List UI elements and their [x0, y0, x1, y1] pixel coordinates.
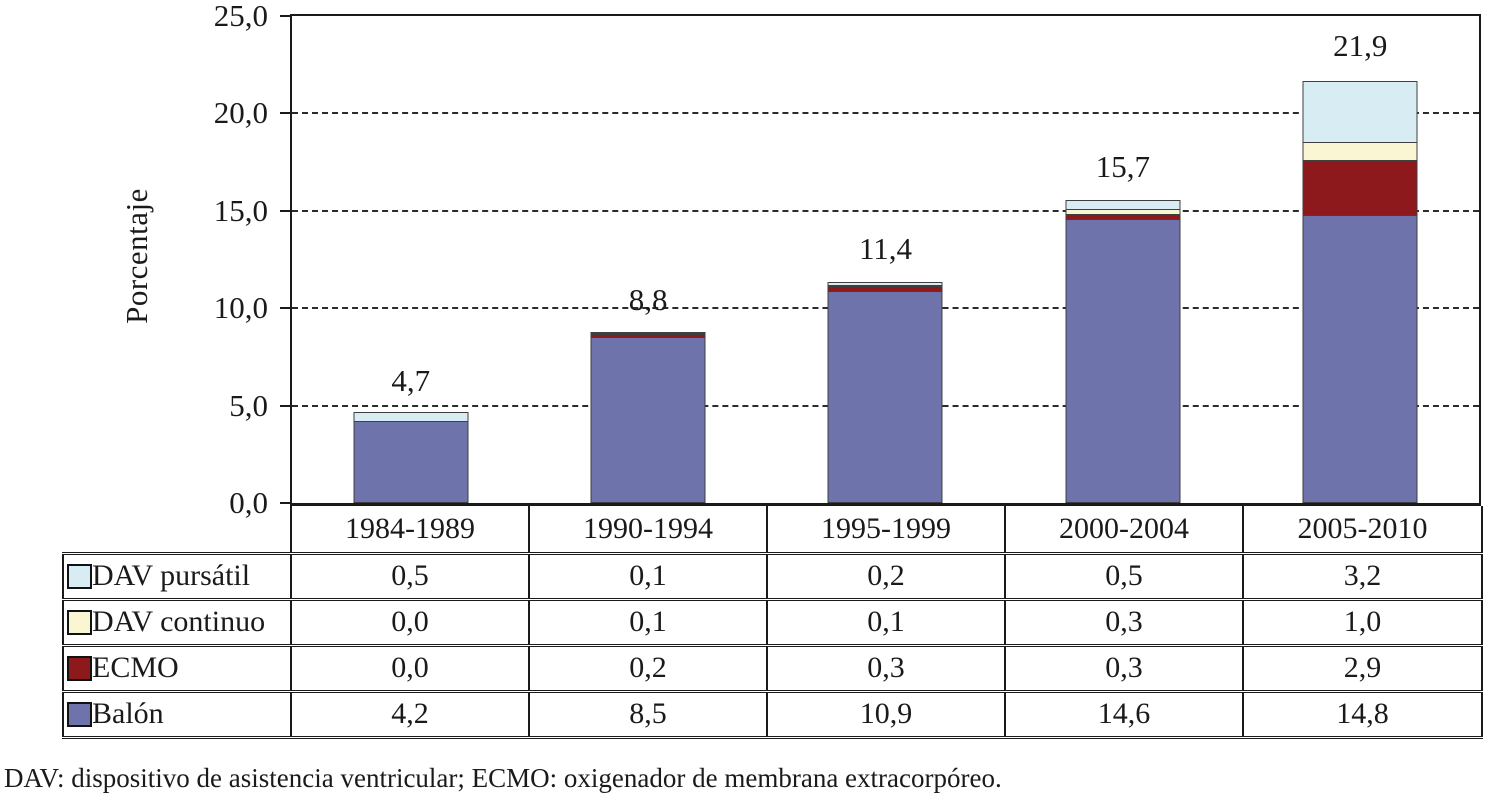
- bar-total-label: 11,4: [858, 230, 913, 266]
- category-header: 2005-2010: [1242, 506, 1483, 554]
- legend-swatch-balon-icon: [67, 701, 92, 727]
- bar-stack: [827, 282, 943, 503]
- legend-label: ECMO: [92, 651, 179, 684]
- gridline: [292, 209, 1479, 212]
- row-balon: Balón 4,2 8,5 10,9 14,6 14,8: [62, 689, 1483, 739]
- legend-cell-dav-pursatil: DAV pursátil: [62, 551, 292, 601]
- y-axis-tick: [280, 112, 292, 115]
- legend-swatch-dav-continuo-icon: [67, 609, 92, 635]
- value-cell: 4,2: [290, 689, 530, 739]
- bar-segment-ECMO: [1302, 160, 1418, 216]
- value-cell: 0,2: [528, 643, 768, 693]
- row-dav-continuo: DAV continuo 0,0 0,1 0,1 0,3 1,0: [62, 597, 1483, 647]
- bar-total-label: 21,9: [1333, 28, 1388, 64]
- bar-total-label: 4,7: [391, 363, 431, 399]
- bar-total-label: 8,8: [628, 281, 668, 317]
- value-cell: 0,0: [290, 643, 530, 693]
- legend-swatch-ecmo-icon: [67, 655, 92, 681]
- bar-segment-Balón: [1302, 215, 1418, 503]
- bar-stack: [1302, 81, 1418, 503]
- value-cell: 14,8: [1242, 689, 1483, 739]
- legend-label: DAV continuo: [92, 605, 266, 638]
- value-cell: 1,0: [1242, 597, 1483, 647]
- value-cell: 2,9: [1242, 643, 1483, 693]
- bar-total-label: 15,7: [1095, 149, 1150, 185]
- value-cell: 3,2: [1242, 551, 1483, 601]
- value-cell: 0,3: [1004, 643, 1244, 693]
- bar-stack: [590, 332, 706, 503]
- y-axis-tick: [280, 209, 292, 212]
- value-cell: 0,1: [528, 597, 768, 647]
- bar-group-1984-1989: 4,7: [292, 16, 529, 503]
- category-header: 2000-2004: [1004, 506, 1244, 554]
- legend-cell-dav-continuo: DAV continuo: [62, 597, 292, 647]
- value-cell: 0,5: [290, 551, 530, 601]
- table-corner-blank: [63, 506, 291, 553]
- value-cell: 0,5: [1004, 551, 1244, 601]
- bar-group-2005-2010: 21,9: [1242, 16, 1479, 503]
- value-cell: 8,5: [528, 689, 768, 739]
- bar-segment-Balón: [827, 291, 943, 503]
- bar-segment-DAV continuo: [1302, 142, 1418, 161]
- bar-segment-Balón: [1065, 219, 1181, 503]
- value-cell: 10,9: [766, 689, 1006, 739]
- bar-segment-Balón: [353, 421, 469, 503]
- bar-stack: [1065, 200, 1181, 503]
- plot-area: 4,7 8,8 11,4 15,7 21,9: [280, 14, 1481, 506]
- value-cell: 0,1: [766, 597, 1006, 647]
- y-axis-tick-label: 20,0: [213, 95, 268, 131]
- y-axis-tick: [280, 15, 292, 17]
- gridline: [292, 112, 1479, 115]
- footnote: DAV: dispositivo de asistencia ventricul…: [4, 763, 1002, 793]
- category-header-row: 1984-1989 1990-1994 1995-1999 2000-2004 …: [63, 506, 1483, 554]
- row-dav-pursatil: DAV pursátil 0,5 0,1 0,2 0,5 3,2: [62, 551, 1483, 601]
- value-cell: 0,3: [766, 643, 1006, 693]
- legend-cell-ecmo: ECMO: [62, 643, 292, 693]
- bar-segment-Balón: [590, 337, 706, 503]
- data-table: 1984-1989 1990-1994 1995-1999 2000-2004 …: [62, 506, 1483, 739]
- y-axis-tick: [280, 307, 292, 310]
- y-axis-tick-label: 5,0: [229, 387, 268, 423]
- y-axis-tick-label: 25,0: [213, 0, 268, 33]
- y-axis-tick: [280, 404, 292, 407]
- y-axis-tick-label: 15,0: [213, 192, 268, 228]
- value-cell: 0,1: [528, 551, 768, 601]
- y-axis-tick-label: 0,0: [229, 485, 268, 520]
- category-header: 1990-1994: [528, 506, 768, 554]
- legend-swatch-dav-pursatil-icon: [67, 563, 92, 589]
- value-cell: 14,6: [1004, 689, 1244, 739]
- value-cell: 0,0: [290, 597, 530, 647]
- bar-stack: [353, 412, 469, 503]
- y-axis-tick: [280, 502, 292, 504]
- legend-label: DAV pursátil: [92, 559, 251, 592]
- y-axis: 25,0 20,0 15,0 10,0 5,0 0,0: [0, 0, 268, 520]
- bar-segment-DAV pursátil: [1302, 81, 1418, 143]
- y-axis-tick-label: 10,0: [213, 290, 268, 326]
- row-ecmo: ECMO 0,0 0,2 0,3 0,3 2,9: [62, 643, 1483, 693]
- category-header: 1995-1999: [766, 506, 1006, 554]
- legend-label: Balón: [92, 697, 164, 730]
- bar-group-1995-1999: 11,4: [767, 16, 1004, 503]
- bar-group-1990-1994: 8,8: [529, 16, 766, 503]
- value-cell: 0,3: [1004, 597, 1244, 647]
- category-header: 1984-1989: [290, 506, 530, 554]
- bar-group-2000-2004: 15,7: [1004, 16, 1241, 503]
- legend-cell-balon: Balón: [62, 689, 292, 739]
- value-cell: 0,2: [766, 551, 1006, 601]
